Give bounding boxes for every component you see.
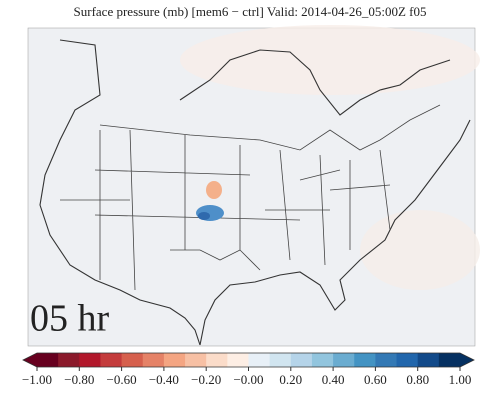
colorbar-tick-label: −0.60 xyxy=(107,372,137,387)
colorbar-segment xyxy=(375,353,398,367)
colorbar-segment xyxy=(100,353,123,367)
colorbar-tick-label: 0.60 xyxy=(364,372,387,387)
colorbar: −1.00 −0.80 −0.60 −0.40 −0.20 −0.00 0.20 0.40 0.… xyxy=(22,352,475,387)
colorbar-segment xyxy=(206,353,228,367)
colorbar-segment xyxy=(396,353,419,367)
coastline xyxy=(199,119,471,346)
colorbar-tick-label: −0.40 xyxy=(149,372,179,387)
coastline xyxy=(39,39,201,346)
pressure-anomaly xyxy=(198,212,210,220)
title: Surface pressure (mb) [mem6 − ctrl] Vali… xyxy=(74,4,427,19)
colorbar-segment xyxy=(79,353,101,367)
panel-label: 05 hr xyxy=(30,298,110,340)
colorbar-tick-label: 0.40 xyxy=(322,372,345,387)
colorbar-tick-label: −0.80 xyxy=(64,372,94,387)
colorbar-segment xyxy=(311,353,334,367)
colorbar-segment xyxy=(163,353,186,367)
colorbar-segment xyxy=(269,353,292,367)
colorbar-segment xyxy=(58,353,80,367)
coastline xyxy=(179,49,451,116)
colorbar-segment xyxy=(37,353,59,367)
colorbar-segment xyxy=(290,353,313,367)
colorbar-extend xyxy=(23,353,37,367)
colorbar-segment xyxy=(142,353,165,367)
shading xyxy=(180,25,480,95)
colorbar-segment xyxy=(438,353,461,367)
colorbar-extend xyxy=(460,353,474,367)
colorbar-tick-label: 0.20 xyxy=(279,372,302,387)
colorbar-segment xyxy=(354,353,376,367)
colorbar-segment xyxy=(248,353,271,367)
map: 05 hr xyxy=(27,25,480,347)
border xyxy=(170,169,391,261)
shading xyxy=(360,210,480,290)
colorbar-segment xyxy=(121,353,144,367)
border xyxy=(99,104,441,151)
colorbar-segment xyxy=(227,353,249,367)
colorbar-tick-label: 0.80 xyxy=(406,372,429,387)
colorbar-segment xyxy=(333,353,355,367)
colorbar-tick-label: −0.00 xyxy=(233,372,263,387)
colorbar-segment xyxy=(417,353,440,367)
pressure-anomaly xyxy=(206,181,222,199)
colorbar-tick-label: 1.00 xyxy=(449,372,472,387)
colorbar-segment xyxy=(185,353,207,367)
colorbar-tick-label: −0.20 xyxy=(191,372,221,387)
colorbar-tick-label: −1.00 xyxy=(22,372,52,387)
